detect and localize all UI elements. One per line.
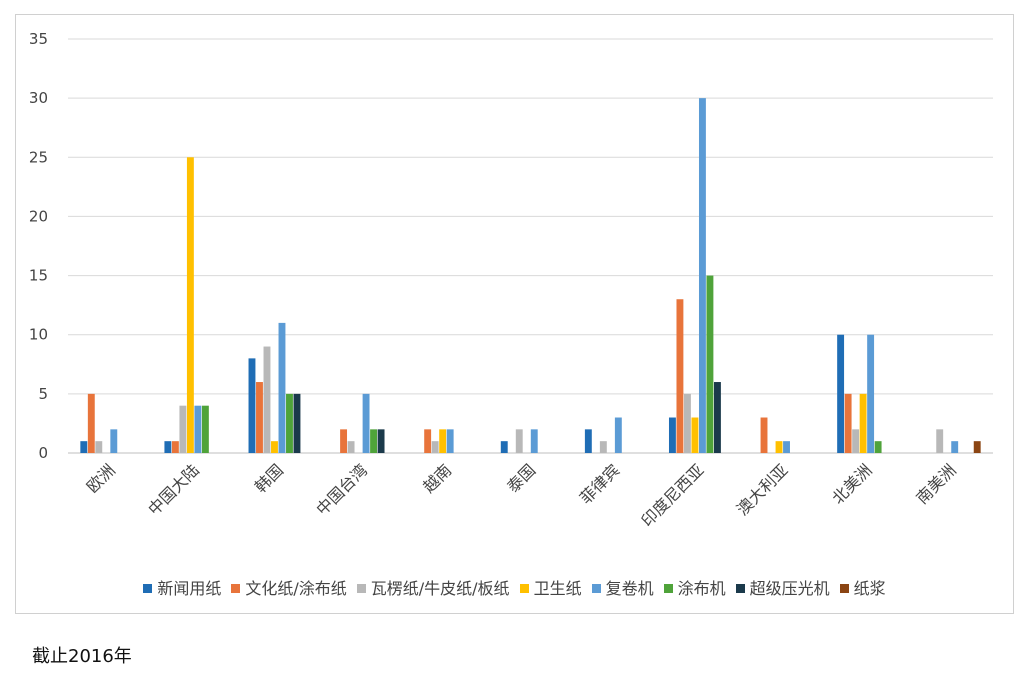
chart-legend: 新闻用纸 文化纸/涂布纸 瓦楞纸/牛皮纸/板纸 卫生纸 复卷机 涂布机 超级压光机 纸浆 — [16, 575, 1013, 599]
bar — [600, 441, 607, 453]
bar — [852, 429, 859, 453]
x-tick-label: 韩国 — [251, 460, 287, 496]
bar — [286, 394, 293, 453]
bar — [271, 441, 278, 453]
bar — [615, 418, 622, 453]
x-tick-label: 菲律宾 — [576, 460, 623, 507]
bar — [867, 335, 874, 453]
y-tick-label: 25 — [29, 148, 48, 166]
x-tick-label: 澳大利亚 — [733, 460, 792, 519]
x-tick-label: 北美洲 — [828, 460, 875, 507]
legend-item: 新闻用纸 — [143, 575, 221, 599]
bar — [974, 441, 981, 453]
bar — [875, 441, 882, 453]
y-tick-label: 5 — [38, 385, 48, 403]
bar — [249, 358, 256, 453]
bar — [424, 429, 431, 453]
bar-chart: 0 5 10 15 20 25 30 35 欧洲 中国大陆 韩国 中国台湾 越南 泰国 菲律宾 印度尼西亚 澳大… — [16, 15, 1013, 613]
bar — [370, 429, 377, 453]
legend-label: 瓦楞纸/牛皮纸/板纸 — [371, 579, 510, 598]
bar — [432, 441, 439, 453]
legend-item: 复卷机 — [592, 575, 654, 599]
bar — [378, 429, 385, 453]
footnote: 截止2016年 — [32, 642, 132, 668]
bar — [706, 276, 713, 453]
x-tick-label: 中国台湾 — [312, 460, 371, 519]
y-tick-label: 30 — [29, 89, 48, 107]
legend-label: 复卷机 — [606, 579, 654, 598]
bar — [164, 441, 171, 453]
x-tick-label: 南美洲 — [912, 460, 959, 507]
bar — [95, 441, 102, 453]
legend-label: 新闻用纸 — [157, 579, 221, 598]
bar — [669, 418, 676, 453]
bar — [585, 429, 592, 453]
y-tick-label: 0 — [38, 444, 48, 462]
x-tick-label: 泰国 — [503, 460, 539, 496]
bar — [531, 429, 538, 453]
legend-item: 纸浆 — [840, 575, 886, 599]
bar — [187, 157, 194, 453]
x-tick-label: 越南 — [419, 460, 455, 496]
legend-label: 涂布机 — [678, 579, 726, 598]
x-tick-label: 欧洲 — [83, 460, 119, 496]
bar — [776, 441, 783, 453]
y-tick-label: 20 — [29, 207, 48, 225]
bar — [264, 347, 271, 453]
x-tick-label: 印度尼西亚 — [637, 460, 707, 530]
legend-label: 超级压光机 — [750, 579, 830, 598]
legend-label: 纸浆 — [854, 579, 886, 598]
bar — [761, 418, 768, 453]
legend-item: 文化纸/涂布纸 — [231, 575, 346, 599]
bar — [699, 98, 706, 453]
bar — [860, 394, 867, 453]
legend-swatch — [840, 584, 849, 593]
legend-swatch — [664, 584, 673, 593]
bar — [256, 382, 263, 453]
bar — [837, 335, 844, 453]
bar — [348, 441, 355, 453]
legend-swatch — [357, 584, 366, 593]
bar — [447, 429, 454, 453]
bar — [172, 441, 179, 453]
bar — [363, 394, 370, 453]
bar — [684, 394, 691, 453]
bar — [691, 418, 698, 453]
bar — [783, 441, 790, 453]
y-tick-label: 35 — [29, 30, 48, 48]
bar — [340, 429, 347, 453]
bar — [202, 406, 209, 453]
legend-swatch — [231, 584, 240, 593]
legend-swatch — [143, 584, 152, 593]
x-tick-label: 中国大陆 — [144, 460, 203, 519]
bar — [294, 394, 301, 453]
legend-swatch — [520, 584, 529, 593]
legend-swatch — [592, 584, 601, 593]
bar — [845, 394, 852, 453]
bar — [951, 441, 958, 453]
bar — [194, 406, 201, 453]
legend-label: 文化纸/涂布纸 — [245, 579, 346, 598]
y-tick-label: 15 — [29, 267, 48, 285]
bar — [279, 323, 286, 453]
bar — [179, 406, 186, 453]
legend-swatch — [736, 584, 745, 593]
legend-item: 瓦楞纸/牛皮纸/板纸 — [357, 575, 510, 599]
bar — [676, 299, 683, 453]
legend-label: 卫生纸 — [534, 579, 582, 598]
bar — [439, 429, 446, 453]
legend-item: 涂布机 — [664, 575, 726, 599]
bar — [88, 394, 95, 453]
bar — [110, 429, 117, 453]
bar — [714, 382, 721, 453]
bar — [936, 429, 943, 453]
bar — [516, 429, 523, 453]
legend-item: 卫生纸 — [520, 575, 582, 599]
legend-item: 超级压光机 — [736, 575, 830, 599]
y-tick-label: 10 — [29, 326, 48, 344]
bar — [80, 441, 87, 453]
bar — [501, 441, 508, 453]
chart-area: 0 5 10 15 20 25 30 35 欧洲 中国大陆 韩国 中国台湾 越南 泰国 菲律宾 印度尼西亚 澳大… — [15, 14, 1014, 614]
